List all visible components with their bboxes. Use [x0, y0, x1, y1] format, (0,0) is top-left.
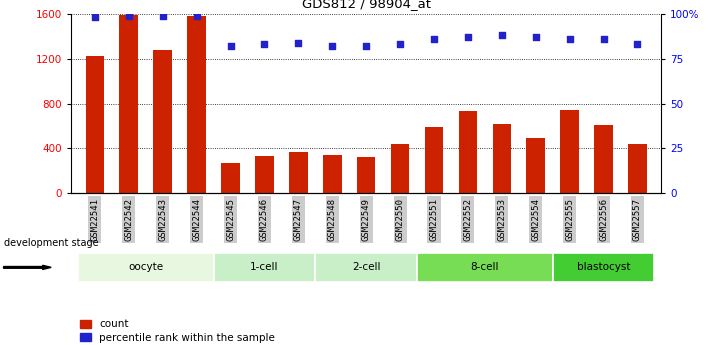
Bar	[213, 253, 315, 282]
Bar	[255, 156, 274, 193]
Bar	[221, 163, 240, 193]
Point	[191, 13, 202, 18]
Point	[89, 14, 100, 20]
Bar	[119, 15, 138, 193]
Bar	[526, 138, 545, 193]
Point	[462, 34, 474, 40]
Text: development stage: development stage	[4, 238, 98, 248]
Title: GDS812 / 98904_at: GDS812 / 98904_at	[301, 0, 431, 10]
Bar	[187, 16, 206, 193]
Point	[530, 34, 542, 40]
Bar	[628, 144, 647, 193]
Bar	[78, 253, 213, 282]
Point	[225, 43, 236, 49]
Point	[428, 36, 439, 42]
Bar	[323, 155, 341, 193]
Bar	[424, 127, 444, 193]
Point	[564, 36, 575, 42]
Bar	[154, 50, 172, 193]
Bar	[315, 253, 417, 282]
Point	[293, 40, 304, 45]
Point	[360, 43, 372, 49]
Bar	[357, 157, 375, 193]
Bar	[289, 152, 308, 193]
Point	[598, 36, 609, 42]
Bar	[493, 124, 511, 193]
Bar	[594, 125, 613, 193]
Text: 2-cell: 2-cell	[352, 263, 380, 272]
Point	[259, 41, 270, 47]
Text: 8-cell: 8-cell	[471, 263, 499, 272]
Point	[632, 41, 643, 47]
Bar	[552, 253, 654, 282]
Point	[395, 41, 406, 47]
Point	[496, 32, 508, 38]
Bar	[391, 144, 410, 193]
Point	[123, 13, 134, 18]
Text: 1-cell: 1-cell	[250, 263, 279, 272]
Point	[157, 13, 169, 18]
Bar	[459, 111, 477, 193]
Text: blastocyst: blastocyst	[577, 263, 631, 272]
Bar	[560, 110, 579, 193]
Bar	[417, 253, 552, 282]
Bar	[85, 57, 105, 193]
Legend: count, percentile rank within the sample: count, percentile rank within the sample	[76, 315, 279, 345]
Text: oocyte: oocyte	[128, 263, 164, 272]
Point	[326, 43, 338, 49]
